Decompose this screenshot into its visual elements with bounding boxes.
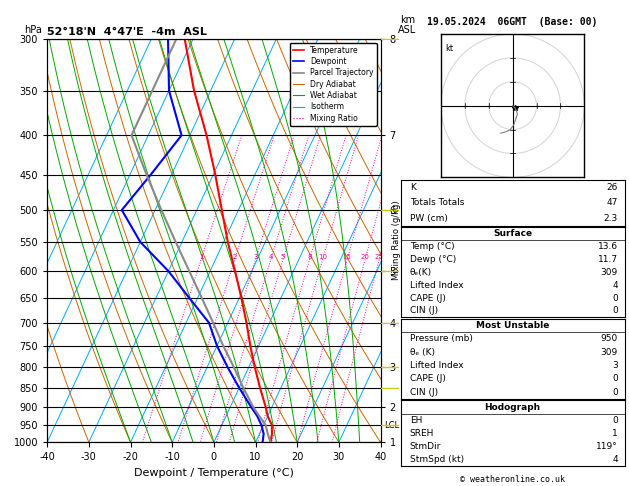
Text: kt: kt <box>446 44 454 52</box>
Text: 4: 4 <box>612 455 618 464</box>
Text: EH: EH <box>409 416 422 425</box>
Text: 0: 0 <box>612 388 618 397</box>
Text: 47: 47 <box>606 198 618 208</box>
Text: Totals Totals: Totals Totals <box>409 198 464 208</box>
Text: 19.05.2024  06GMT  (Base: 00): 19.05.2024 06GMT (Base: 00) <box>428 17 598 27</box>
Text: 1: 1 <box>612 429 618 438</box>
Text: 5: 5 <box>281 254 285 260</box>
Text: Mixing Ratio (g/kg): Mixing Ratio (g/kg) <box>392 201 401 280</box>
Text: CAPE (J): CAPE (J) <box>409 374 445 383</box>
Text: SREH: SREH <box>409 429 434 438</box>
Text: Pressure (mb): Pressure (mb) <box>409 334 472 344</box>
Text: 1: 1 <box>199 254 203 260</box>
Text: LCL: LCL <box>384 420 399 430</box>
Text: 26: 26 <box>606 183 618 192</box>
Text: 52°18'N  4°47'E  -4m  ASL: 52°18'N 4°47'E -4m ASL <box>47 27 207 37</box>
Text: 0: 0 <box>612 416 618 425</box>
Text: km
ASL: km ASL <box>398 15 416 35</box>
Text: 0: 0 <box>612 374 618 383</box>
Legend: Temperature, Dewpoint, Parcel Trajectory, Dry Adiabat, Wet Adiabat, Isotherm, Mi: Temperature, Dewpoint, Parcel Trajectory… <box>289 43 377 125</box>
Text: © weatheronline.co.uk: © weatheronline.co.uk <box>460 474 565 484</box>
Text: K: K <box>409 183 416 192</box>
Text: 3: 3 <box>612 361 618 370</box>
Text: 0: 0 <box>612 307 618 315</box>
Text: Lifted Index: Lifted Index <box>409 361 463 370</box>
Text: 15: 15 <box>343 254 352 260</box>
Text: 309: 309 <box>601 268 618 277</box>
Text: 2.3: 2.3 <box>604 214 618 223</box>
Text: hPa: hPa <box>24 25 42 35</box>
Text: 3: 3 <box>253 254 258 260</box>
Text: 309: 309 <box>601 347 618 357</box>
Text: 10: 10 <box>318 254 327 260</box>
Text: StmDir: StmDir <box>409 442 441 451</box>
Text: Hodograph: Hodograph <box>484 402 541 412</box>
Text: 20: 20 <box>360 254 369 260</box>
Text: 11.7: 11.7 <box>598 255 618 264</box>
Text: θₑ(K): θₑ(K) <box>409 268 431 277</box>
Text: 8: 8 <box>308 254 312 260</box>
Text: Dewp (°C): Dewp (°C) <box>409 255 456 264</box>
Text: 119°: 119° <box>596 442 618 451</box>
Text: StmSpd (kt): StmSpd (kt) <box>409 455 464 464</box>
Text: CIN (J): CIN (J) <box>409 388 438 397</box>
Text: Most Unstable: Most Unstable <box>476 321 549 330</box>
Text: CAPE (J): CAPE (J) <box>409 294 445 303</box>
Text: 25: 25 <box>375 254 384 260</box>
Text: 2: 2 <box>233 254 237 260</box>
Text: θₑ (K): θₑ (K) <box>409 347 435 357</box>
Text: 4: 4 <box>612 281 618 290</box>
Text: 0: 0 <box>612 294 618 303</box>
Text: PW (cm): PW (cm) <box>409 214 447 223</box>
Text: 13.6: 13.6 <box>598 242 618 251</box>
Text: Temp (°C): Temp (°C) <box>409 242 454 251</box>
Text: Surface: Surface <box>493 229 532 238</box>
Text: CIN (J): CIN (J) <box>409 307 438 315</box>
Text: 950: 950 <box>601 334 618 344</box>
Text: Lifted Index: Lifted Index <box>409 281 463 290</box>
X-axis label: Dewpoint / Temperature (°C): Dewpoint / Temperature (°C) <box>134 468 294 478</box>
Text: 4: 4 <box>269 254 273 260</box>
